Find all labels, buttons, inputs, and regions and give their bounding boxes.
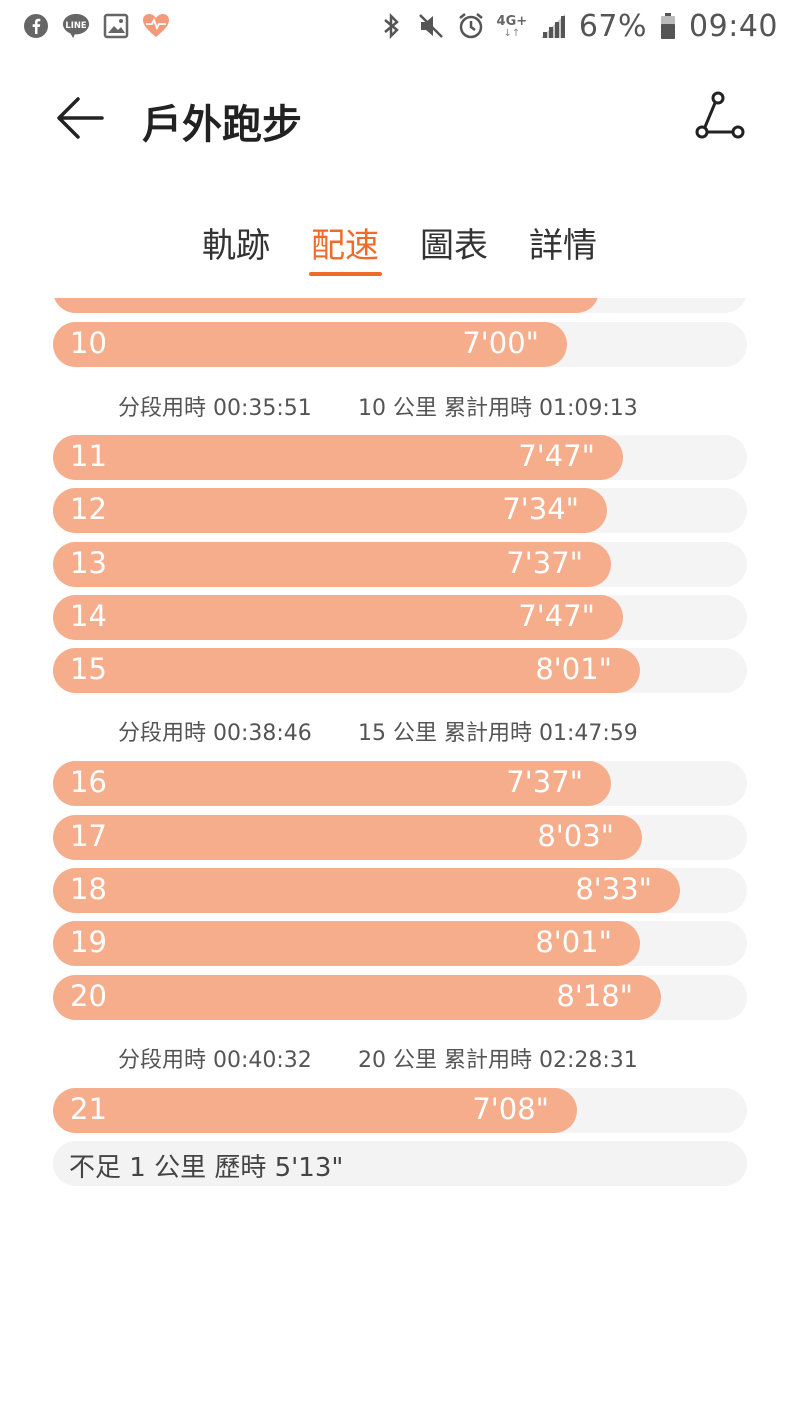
health-icon [142,12,170,40]
split-pace: 8'33" [575,872,652,906]
gallery-icon [102,12,130,40]
app-bar: 戶外跑步 [0,78,800,158]
split-bar-fill [53,1088,577,1133]
split-row: 15 8'01" [53,648,747,693]
arrow-left-icon [57,97,104,139]
line-icon: LINE [62,12,90,40]
split-summary: 分段用時 00:40:32 20 公里 累計用時 02:28:31 [118,1042,638,1074]
split-km: 10 [70,326,107,360]
split-row: 11 7'47" [53,435,747,480]
segment-time: 分段用時 00:35:51 [118,396,312,421]
split-summary: 分段用時 00:38:46 15 公里 累計用時 01:47:59 [118,715,638,747]
page-title: 戶外跑步 [142,102,302,148]
svg-text:LINE: LINE [65,20,86,30]
tab-charts[interactable]: 圖表 [420,226,488,266]
split-row: 14 7'47" [53,595,747,640]
split-pace: 7'37" [506,546,583,580]
split-km: 12 [70,492,107,526]
split-row: 16 7'37" [53,761,747,806]
segment-time: 分段用時 00:38:46 [118,721,312,746]
tab-indicator [309,272,382,276]
back-button[interactable] [52,92,108,144]
split-bar-fill [53,435,623,480]
split-km: 17 [70,819,107,853]
cumulative-time: 10 公里 累計用時 01:09:13 [358,396,638,421]
split-row: 17 8'03" [53,815,747,860]
split-bar-fill [53,298,599,313]
split-pace: 7'47" [518,599,595,633]
split-bar-fill [53,542,611,587]
segment-time: 分段用時 00:40:32 [118,1048,312,1073]
split-km: 18 [70,872,107,906]
split-bar-fill [53,815,642,860]
split-km: 16 [70,765,107,799]
split-km: 20 [70,979,107,1013]
split-summary: 分段用時 00:35:51 10 公里 累計用時 01:09:13 [118,390,638,422]
split-pace: 8'01" [535,925,612,959]
split-bar-fill [53,975,661,1020]
split-pace: 8'01" [535,652,612,686]
split-km: 19 [70,925,107,959]
split-km: 11 [70,439,107,473]
tab-bar: 軌跡 配速 圖表 詳情 [0,210,800,280]
split-bar-fill [53,488,607,533]
remainder-text: 不足 1 公里 歷時 5'13" [69,1153,344,1183]
split-row: 20 8'18" [53,975,747,1020]
split-row: 21 7'08" [53,1088,747,1133]
share-button[interactable] [692,90,748,146]
remainder-row: 不足 1 公里 歷時 5'13" [53,1141,747,1186]
tab-track[interactable]: 軌跡 [202,226,270,266]
split-row-partial [53,298,747,313]
cumulative-time: 20 公里 累計用時 02:28:31 [358,1048,638,1073]
facebook-icon [22,12,50,40]
split-bar-fill [53,595,623,640]
tab-details[interactable]: 詳情 [529,226,597,266]
alarm-icon [457,12,485,40]
tab-pace[interactable]: 配速 [311,226,379,266]
split-row: 13 7'37" [53,542,747,587]
share-icon [695,91,745,139]
bluetooth-icon [377,12,405,40]
split-bar-fill [53,761,611,806]
pace-split-list[interactable]: 10 7'00" 分段用時 00:35:51 10 公里 累計用時 01:09:… [0,298,800,1422]
split-row: 12 7'34" [53,488,747,533]
status-bar: LINE 4G+ ↓↑ 67% 09:40 [0,0,800,52]
split-km: 13 [70,546,107,580]
split-pace: 8'18" [556,979,633,1013]
split-row: 19 8'01" [53,921,747,966]
split-km: 21 [70,1092,107,1126]
cumulative-time: 15 公里 累計用時 01:47:59 [358,721,638,746]
signal-icon [539,12,567,40]
split-bar-fill [53,648,640,693]
clock: 09:40 [689,8,778,44]
split-row: 10 7'00" [53,322,747,367]
split-pace: 8'03" [537,819,614,853]
battery-icon [659,12,677,40]
split-pace: 7'00" [462,326,539,360]
network-type: 4G+ ↓↑ [496,13,528,39]
split-bar-fill [53,322,567,367]
split-pace: 7'34" [502,492,579,526]
split-km: 14 [70,599,107,633]
split-row: 18 8'33" [53,868,747,913]
split-bar-fill [53,921,640,966]
split-pace: 7'47" [518,439,595,473]
split-km: 15 [70,652,107,686]
split-pace: 7'08" [472,1092,549,1126]
split-bar-fill [53,868,680,913]
status-bar-system: 4G+ ↓↑ 67% 09:40 [377,9,778,44]
mute-icon [417,12,445,40]
battery-percent: 67% [578,8,648,44]
status-bar-notifications: LINE [22,12,170,40]
split-pace: 7'37" [506,765,583,799]
